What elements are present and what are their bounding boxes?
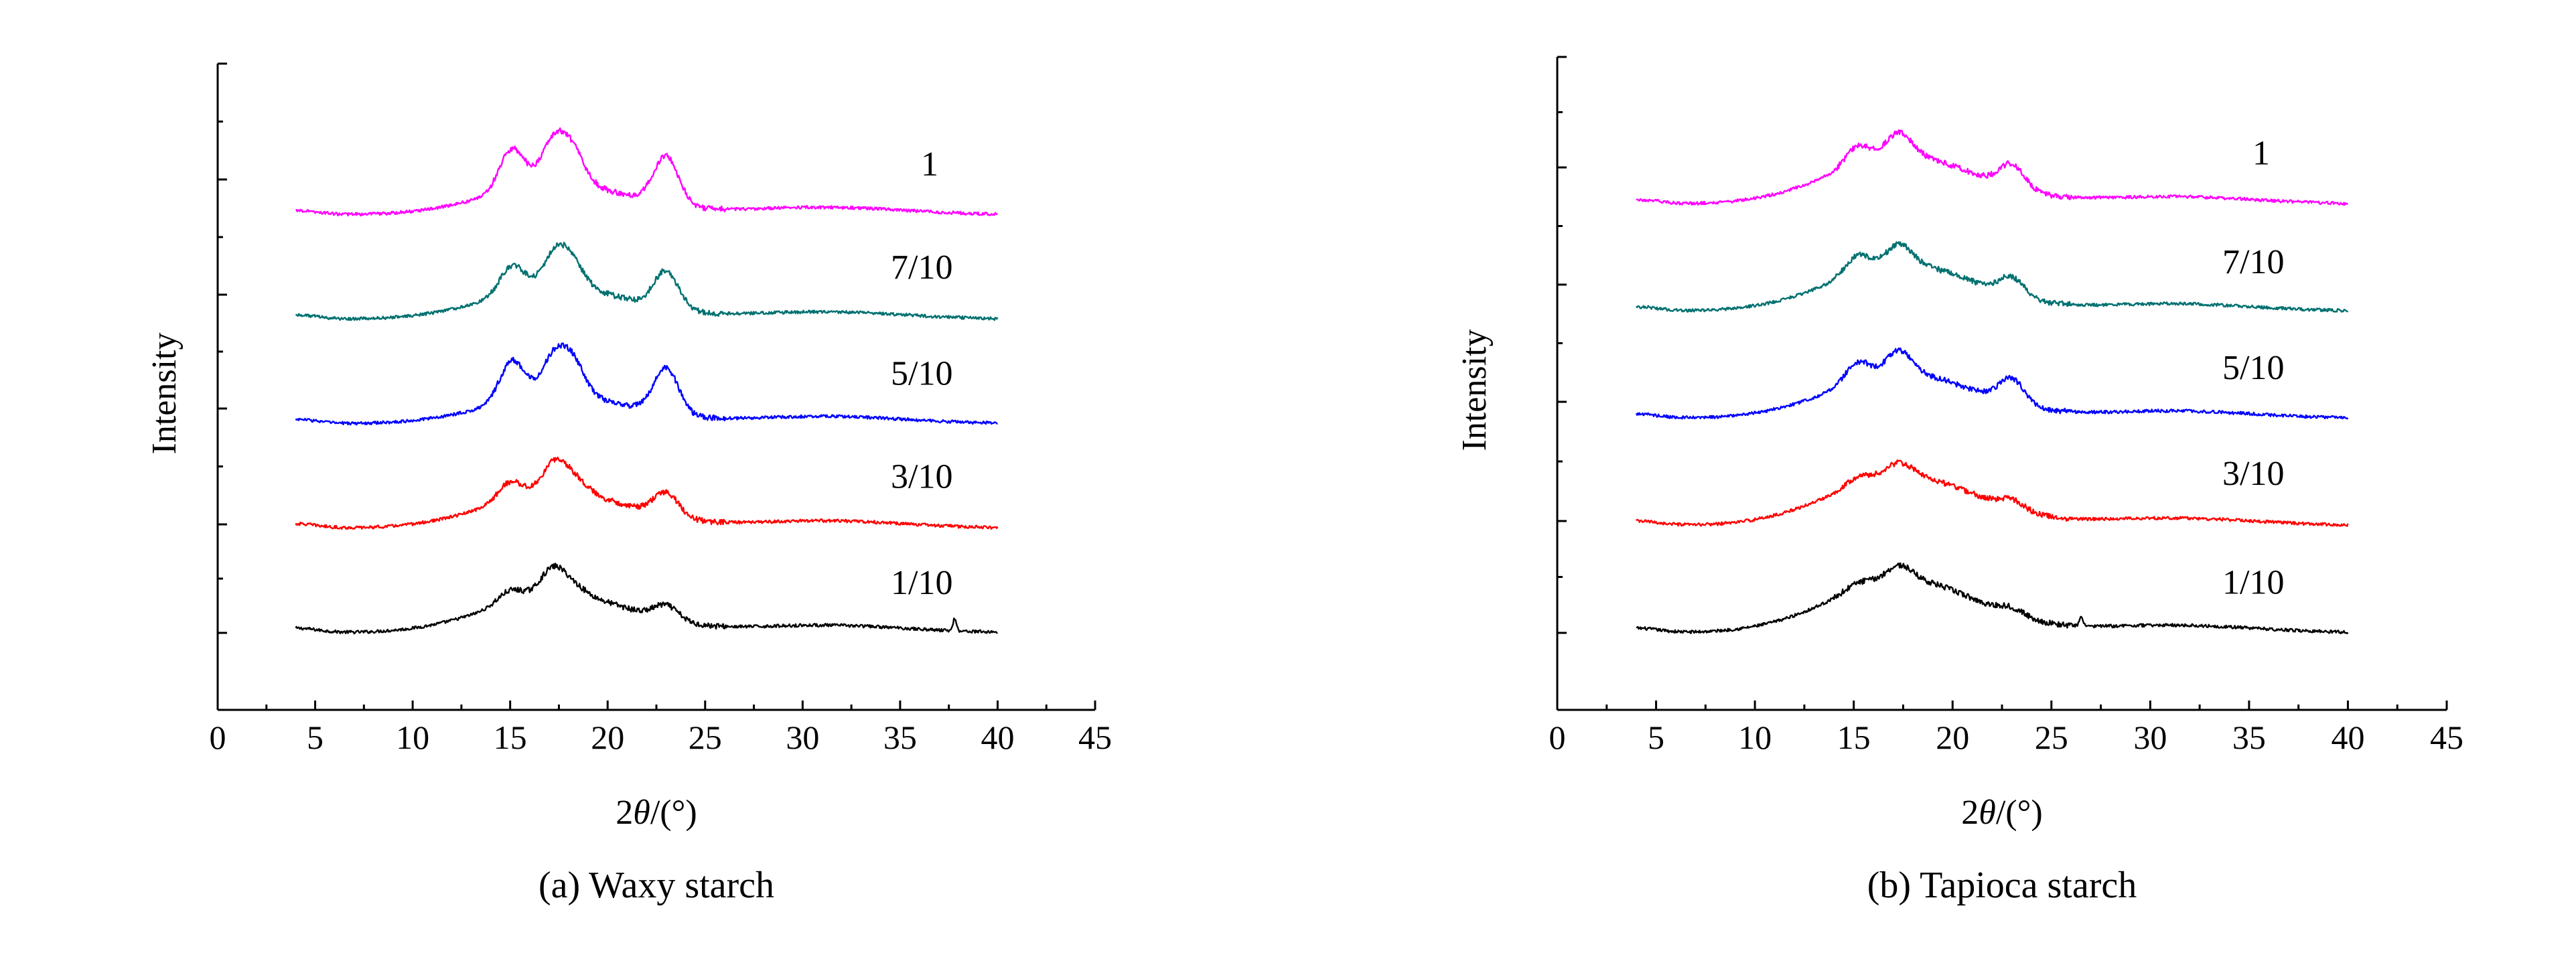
series-label: 1/10 xyxy=(2222,563,2284,601)
chart-panel-waxy-starch: 0 5 10 15 20 25 30 35 40 45 1/10 3/10 5/10 7/10 1 Inten… xyxy=(145,62,1112,906)
series-label: 3/10 xyxy=(891,457,952,496)
panel-caption: (a) Waxy starch xyxy=(539,865,774,906)
x-tick-label: 15 xyxy=(1837,719,1871,756)
series-line-5-10 xyxy=(295,342,998,426)
series-line-7-10 xyxy=(1636,241,2349,313)
x-tick-label: 15 xyxy=(494,719,527,756)
x-tick-label: 30 xyxy=(2133,719,2167,756)
y-axis-title: Intensity xyxy=(145,333,184,455)
x-tick-label: 25 xyxy=(2035,719,2068,756)
axes: 0 5 10 15 20 25 30 35 40 45 xyxy=(1549,56,2463,756)
series-line-1 xyxy=(1636,129,2349,206)
x-tick-label: 45 xyxy=(1078,719,1112,756)
series-label: 5/10 xyxy=(891,354,952,392)
series-label: 7/10 xyxy=(891,248,952,287)
x-tick-label: 45 xyxy=(2430,719,2463,756)
x-tick-label: 0 xyxy=(210,719,226,756)
series-line-5-10 xyxy=(1635,347,2349,420)
series-line-3-10 xyxy=(295,456,999,530)
series-label: 3/10 xyxy=(2222,455,2284,493)
series-line-1 xyxy=(295,127,998,217)
series-label: 1 xyxy=(2252,134,2270,172)
x-tick-label: 40 xyxy=(981,719,1014,756)
x-tick-label: 25 xyxy=(689,719,722,756)
x-tick-label: 20 xyxy=(1936,719,1969,756)
panel-caption: (b) Tapioca starch xyxy=(1867,865,2137,906)
x-tick-label: 40 xyxy=(2331,719,2364,756)
x-tick-label: 0 xyxy=(1549,719,1566,756)
chart-panel-tapioca-starch: 0 5 10 15 20 25 30 35 40 45 1/10 3/10 5/10 7/10 1 Inten… xyxy=(1455,56,2463,906)
series-line-1-10 xyxy=(295,563,998,635)
series-line-1-10 xyxy=(1636,562,2349,635)
axes: 0 5 10 15 20 25 30 35 40 45 xyxy=(210,62,1112,756)
series-line-3-10 xyxy=(1636,459,2349,527)
x-axis-title: 2θ/(°) xyxy=(616,794,697,832)
y-axis-title: Intensity xyxy=(1455,329,1494,451)
x-tick-label: 20 xyxy=(591,719,624,756)
x-tick-label: 10 xyxy=(396,719,429,756)
x-tick-label: 30 xyxy=(786,719,819,756)
x-tick-label: 5 xyxy=(307,719,324,756)
x-tick-label: 35 xyxy=(883,719,917,756)
x-tick-label: 10 xyxy=(1738,719,1772,756)
series-line-7-10 xyxy=(295,242,999,321)
series-label: 5/10 xyxy=(2222,349,2284,387)
series-label: 7/10 xyxy=(2222,243,2284,281)
series-label: 1/10 xyxy=(891,564,952,602)
series-label: 1 xyxy=(921,145,938,183)
x-tick-label: 35 xyxy=(2232,719,2266,756)
x-tick-label: 5 xyxy=(1648,719,1664,756)
x-axis-title: 2θ/(°) xyxy=(1961,794,2042,832)
